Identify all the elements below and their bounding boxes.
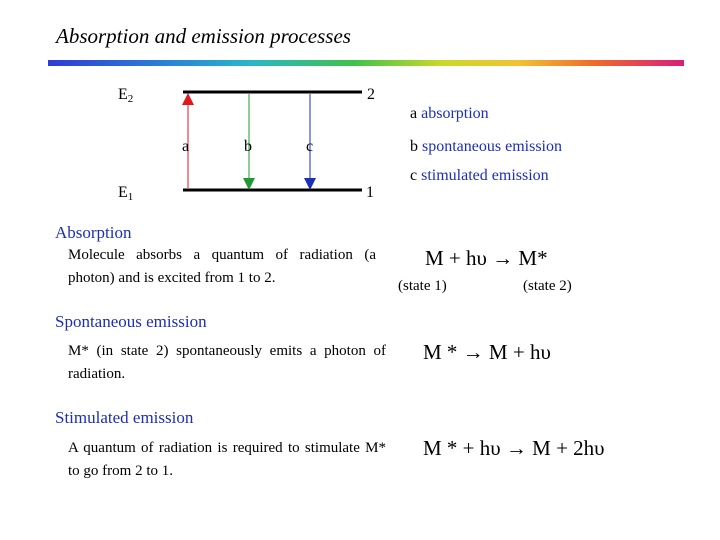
upper-level-label: E2 xyxy=(118,86,134,105)
spontaneous-emission-heading: Spontaneous emission xyxy=(55,312,207,331)
upper-level-number: 2 xyxy=(367,86,375,103)
legend-text: absorption xyxy=(421,105,489,122)
stimulated-emission-description: A quantum of radiation is required to st… xyxy=(68,440,386,479)
transition-a-arrowhead xyxy=(182,93,194,105)
transition-b-label: b xyxy=(244,138,252,155)
spontaneous-emission-description: M* (in state 2) spontaneously emits a ph… xyxy=(68,343,386,382)
lower-level-number: 1 xyxy=(366,184,374,201)
page-title: Absorption and emission processes xyxy=(56,24,351,48)
absorption-description: Molecule absorbs a quantum of radiation … xyxy=(68,247,376,286)
absorption-heading: Absorption xyxy=(55,223,132,242)
legend-letter: c xyxy=(410,167,418,184)
transition-b-arrowhead xyxy=(243,178,255,190)
legend-text: stimulated emission xyxy=(421,167,549,184)
transition-a-label: a xyxy=(182,138,190,155)
transition-c-arrowhead xyxy=(304,178,316,190)
legend-item-absorption: a absorption xyxy=(410,105,489,123)
state-2-label: (state 2) xyxy=(523,278,572,294)
absorption-equation: M + hυ → M* xyxy=(425,246,548,270)
stimulated-emission-heading: Stimulated emission xyxy=(55,408,194,427)
state-1-label: (state 1) xyxy=(398,278,447,294)
stimulated-emission-equation: M * + hυ → M + 2hυ xyxy=(423,436,605,460)
legend-letter: b xyxy=(410,138,418,155)
title-gradient-rule xyxy=(48,60,684,66)
legend-text: spontaneous emission xyxy=(422,138,562,155)
legend-item-spontaneous-emission: b spontaneous emission xyxy=(410,138,562,156)
lower-level-label: E1 xyxy=(118,184,134,203)
spontaneous-emission-equation: M * → M + hυ xyxy=(423,340,551,364)
legend-letter: a xyxy=(410,105,418,122)
transition-c-label: c xyxy=(306,138,314,155)
legend-item-stimulated-emission: c stimulated emission xyxy=(410,167,549,185)
